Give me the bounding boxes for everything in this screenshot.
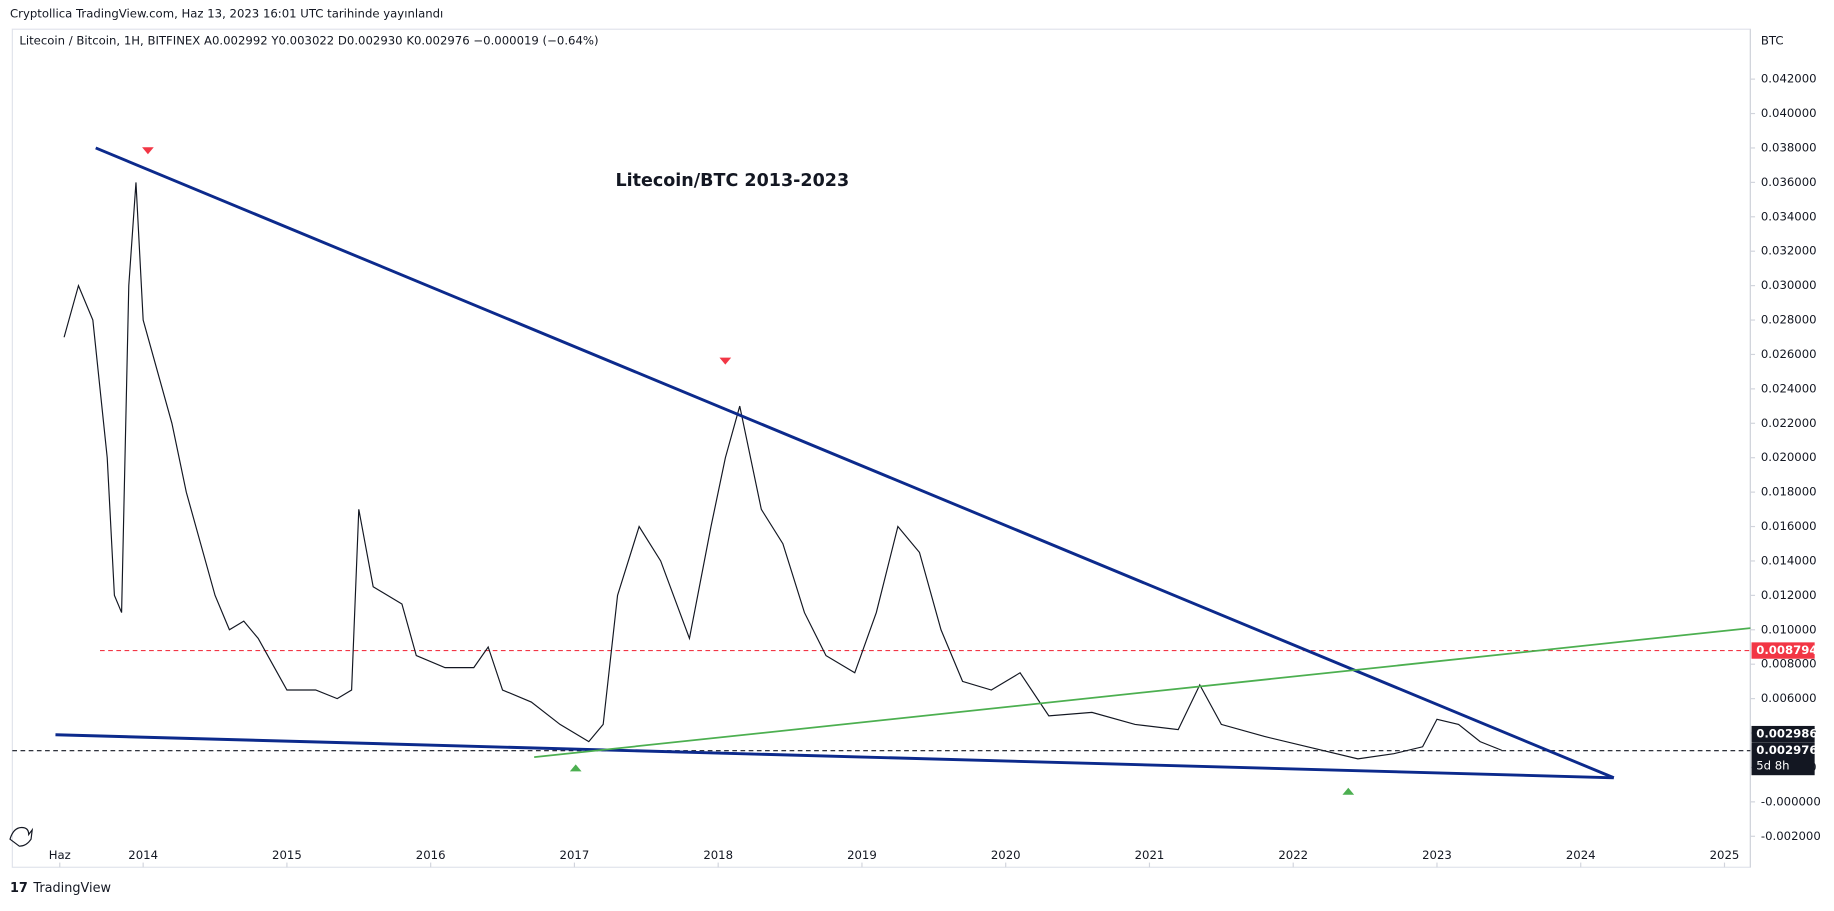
price-line-series xyxy=(63,182,1502,760)
x-tick-label: 2021 xyxy=(1135,848,1165,862)
currency: BTC xyxy=(1761,33,1784,47)
y-tick-label: 0.020000 xyxy=(1761,450,1817,464)
x-tick-label: 2023 xyxy=(1422,848,1452,862)
y-tick-label: 0.022000 xyxy=(1761,416,1817,430)
trendline xyxy=(55,733,1614,780)
logo-icon xyxy=(9,826,34,847)
y-tick-label: 0.016000 xyxy=(1761,519,1817,533)
footer: TradingView xyxy=(32,881,111,896)
y-tick-label: 0.032000 xyxy=(1761,244,1817,258)
header: Cryptollica TradingView.com, Haz 13, 202… xyxy=(10,7,443,21)
x-tick-label: 2015 xyxy=(272,848,302,862)
y-tick-label: 0.012000 xyxy=(1761,588,1817,602)
x-tick-label: 2016 xyxy=(416,848,446,862)
buy-marker xyxy=(1342,787,1355,795)
sell-marker xyxy=(719,357,732,365)
y-tick-label: 0.008000 xyxy=(1761,657,1817,671)
y-tick-label: 0.028000 xyxy=(1761,313,1817,327)
sell-marker xyxy=(142,147,154,155)
y-tick-label: 0.042000 xyxy=(1761,72,1817,86)
y-tick-label: -0.002000 xyxy=(1761,829,1821,843)
x-tick-label: 2024 xyxy=(1566,848,1596,862)
y-tick-label: 0.024000 xyxy=(1761,381,1817,395)
y-tick-label: 0.018000 xyxy=(1761,485,1817,499)
trendline xyxy=(534,627,1751,758)
y-tick-label: 0.006000 xyxy=(1761,691,1817,705)
price-label: 0.008794 xyxy=(1756,643,1817,657)
price-label: 0.002976 xyxy=(1756,743,1817,757)
y-tick-label: 0.014000 xyxy=(1761,553,1817,567)
x-tick-label: 2019 xyxy=(847,848,877,862)
x-tick-label: 2014 xyxy=(128,848,158,862)
countdown: 5d 8h xyxy=(1756,758,1789,772)
y-tick-label: -0.000000 xyxy=(1761,794,1821,808)
buy-marker xyxy=(569,764,582,772)
x-tick-label: 2020 xyxy=(991,848,1021,862)
x-tick-label: 2022 xyxy=(1278,848,1308,862)
footer-logo-mark: 𝟭𝟳 xyxy=(10,881,28,896)
price-box xyxy=(1751,725,1815,743)
price-box-label: 0.002986 xyxy=(1756,727,1817,741)
y-tick-label: 0.040000 xyxy=(1761,106,1817,120)
x-tick-label: 2017 xyxy=(560,848,590,862)
x-tick-label: 2025 xyxy=(1710,848,1740,862)
x-tick-label: 2018 xyxy=(703,848,733,862)
trendline xyxy=(95,146,1615,780)
y-tick-label: 0.038000 xyxy=(1761,140,1817,154)
y-tick-label: 0.034000 xyxy=(1761,209,1817,223)
price-label-box xyxy=(1751,742,1815,776)
y-tick-label: 0.036000 xyxy=(1761,175,1817,189)
y-tick-label: 0.010000 xyxy=(1761,622,1817,636)
price-label-box xyxy=(1751,642,1815,659)
y-tick-label: 0.030000 xyxy=(1761,278,1817,292)
x-tick-label: Haz xyxy=(49,848,71,862)
legend-text: Litecoin / Bitcoin, 1H, BITFINEX A0.0029… xyxy=(19,33,598,47)
chart-title: Litecoin/BTC 2013-2023 xyxy=(615,171,849,191)
y-tick-label: 0.026000 xyxy=(1761,347,1817,361)
